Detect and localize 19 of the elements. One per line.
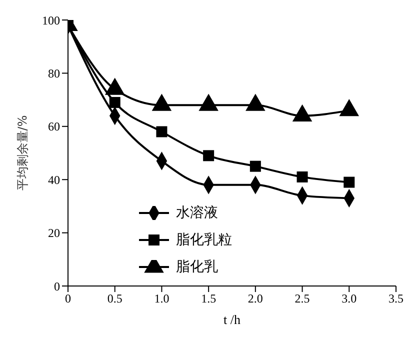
x-tick-label: 1.0 xyxy=(154,292,170,306)
y-tick-label: 40 xyxy=(48,172,60,187)
x-tick-label: 3.5 xyxy=(388,292,404,306)
legend-label: 水溶液 xyxy=(176,204,218,222)
legend-label: 脂化乳 xyxy=(176,258,218,276)
y-axis-title: 平均剩余量/% xyxy=(15,115,30,191)
y-tick-label: 60 xyxy=(48,120,60,134)
legend-label: 脂化乳粒 xyxy=(176,231,232,249)
x-axis-title: t /h xyxy=(224,312,241,327)
x-tick-label: 3.0 xyxy=(342,292,357,306)
y-tick-label: 100 xyxy=(42,13,60,28)
x-tick-label: 0.5 xyxy=(107,292,122,306)
x-tick-label: 2.0 xyxy=(248,292,263,306)
y-tick-label: 80 xyxy=(48,66,60,80)
y-tick-label: 0 xyxy=(54,279,60,294)
y-tick-label: 20 xyxy=(48,226,60,240)
x-tick-label: 1.5 xyxy=(201,292,216,306)
x-tick-label: 2.5 xyxy=(294,292,310,306)
x-tick-label: 0 xyxy=(65,292,71,306)
